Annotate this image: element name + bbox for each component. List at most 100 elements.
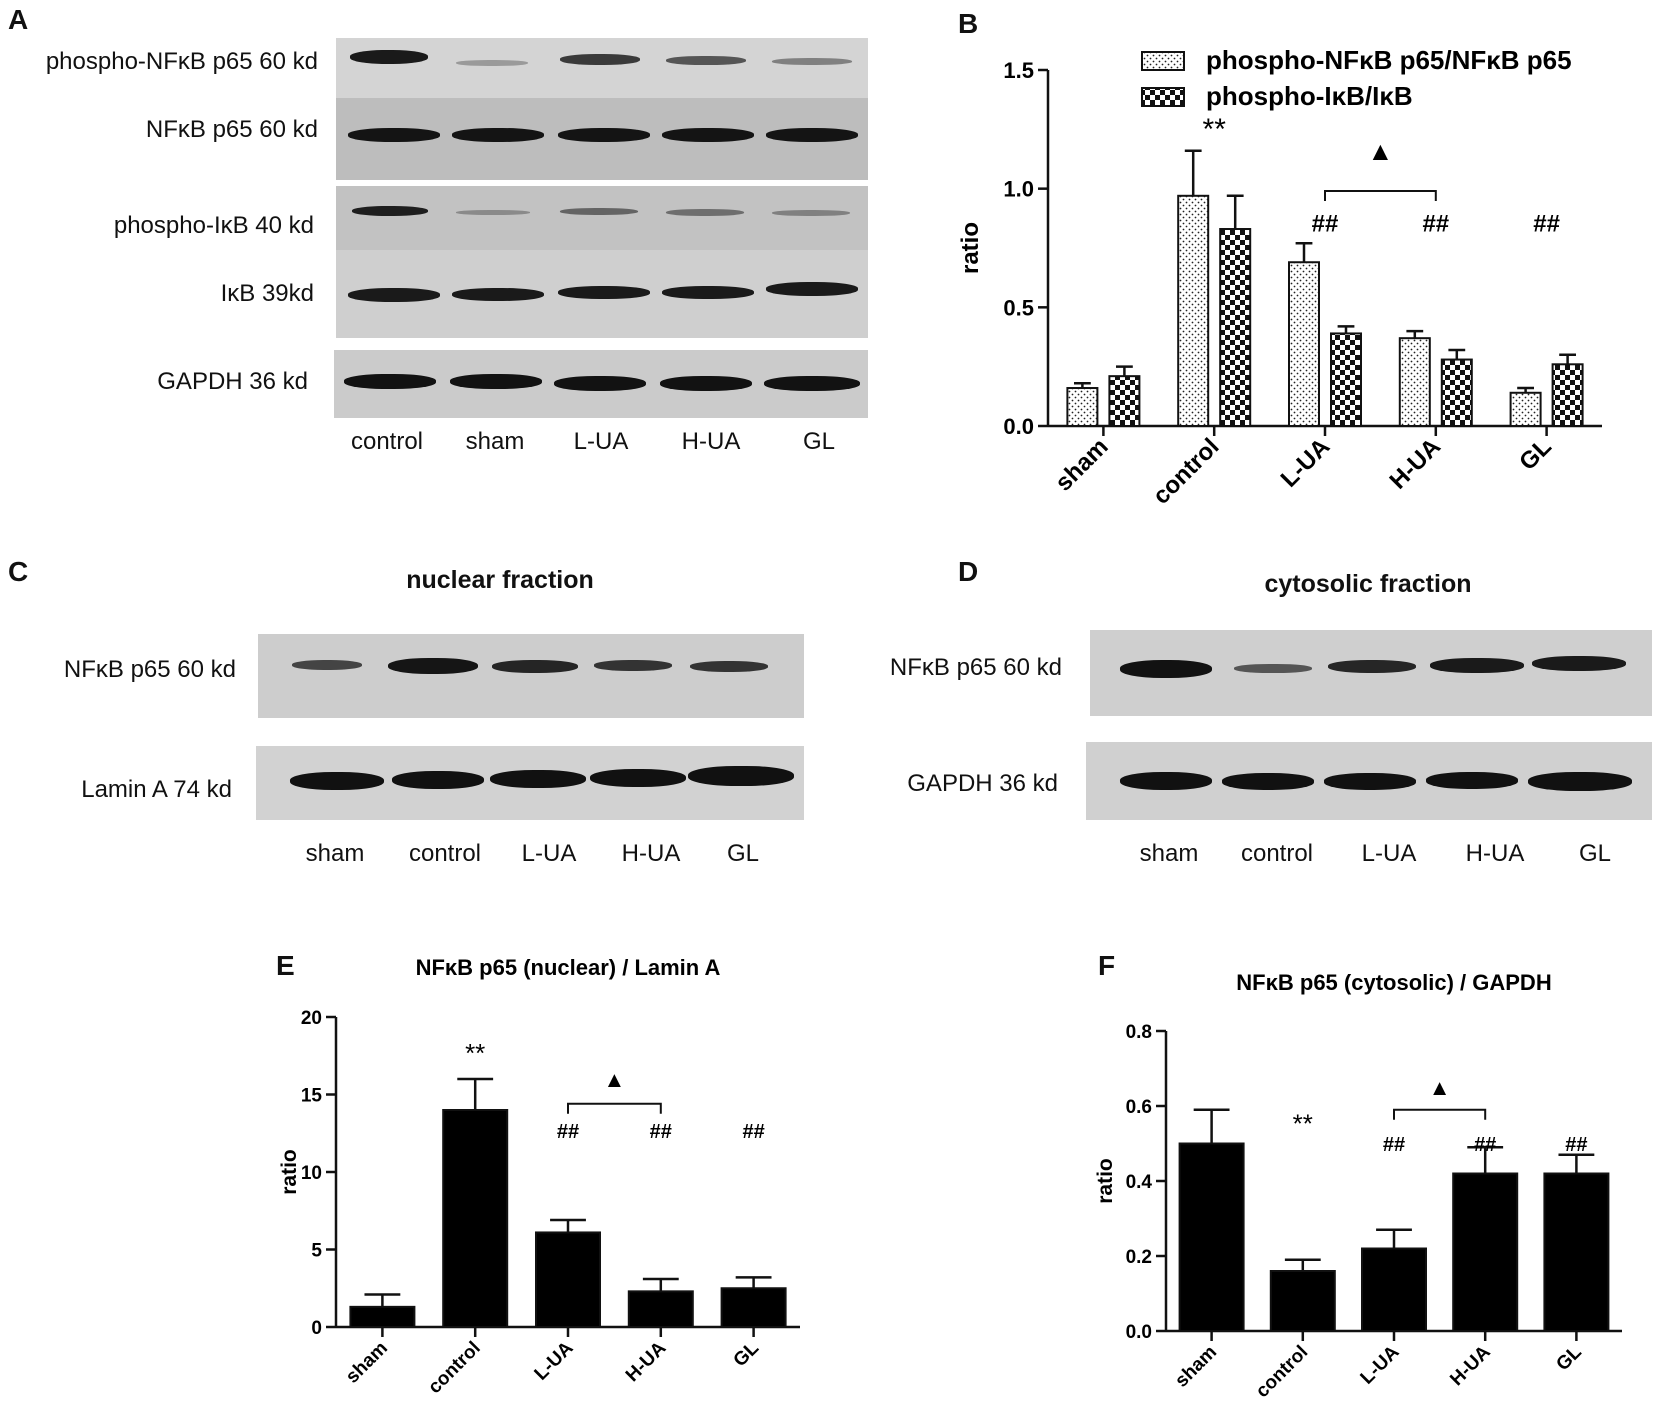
- blot-a-label-ikb: IκB 39kd: [220, 280, 314, 307]
- blot-a-lane-label: control: [350, 428, 424, 455]
- band: [348, 288, 440, 302]
- chart-b-annotation: ▲: [1368, 136, 1394, 166]
- chart-e-category-label: sham: [342, 1338, 392, 1388]
- band: [590, 769, 686, 787]
- band: [456, 210, 530, 215]
- chart-f-significance-bracket: [1393, 1108, 1487, 1120]
- blot-a-lane-label: sham: [465, 428, 525, 455]
- blot-c-label-nfkb: NFκB p65 60 kd: [63, 656, 236, 683]
- chart-b-category-label: H-UA: [1385, 433, 1447, 495]
- chart-e-annotation: **: [465, 1038, 485, 1068]
- blot-c-lane-label: control: [408, 840, 482, 867]
- band: [1324, 773, 1416, 790]
- chart-e-y-tick-label: 15: [301, 1085, 323, 1106]
- blot-c-label-lamin: Lamin A 74 kd: [81, 776, 232, 803]
- chart-e-y-tick-label: 0: [311, 1318, 322, 1339]
- band: [666, 56, 746, 65]
- blot-c-title: nuclear fraction: [406, 566, 594, 594]
- band: [560, 54, 640, 65]
- band: [350, 50, 428, 64]
- band: [772, 210, 850, 216]
- blot-d-strip-nfkb: [1090, 630, 1652, 716]
- band: [1528, 772, 1632, 791]
- chart-f-annotation: ▲: [1429, 1075, 1451, 1100]
- band: [766, 128, 858, 142]
- chart-e-y-tick-label: 20: [301, 1008, 322, 1029]
- band: [662, 128, 754, 142]
- chart-e-category-label: GL: [730, 1337, 764, 1371]
- band: [662, 286, 754, 299]
- chart-f-bar: [1452, 1172, 1519, 1332]
- chart-e-bar: [627, 1290, 694, 1328]
- band: [666, 209, 744, 216]
- band: [558, 286, 650, 299]
- chart-b-y-tick-label: 1.5: [1003, 58, 1034, 83]
- blot-d-strip-gapdh: [1086, 742, 1652, 820]
- chart-f-annotation: ##: [1565, 1134, 1587, 1156]
- blot-c-strip-lamin: [256, 746, 804, 820]
- panel-letter-d: D: [958, 556, 979, 587]
- chart-b-annotation: ##: [1422, 210, 1449, 237]
- blot-a-label-phospho-nfkb: phospho-NFκB p65 60 kd: [45, 48, 318, 75]
- band: [1120, 772, 1212, 790]
- band: [1120, 660, 1212, 678]
- band: [558, 128, 650, 142]
- chart-b-legend-swatch: [1141, 87, 1185, 107]
- chart-e-annotation: ▲: [604, 1067, 626, 1092]
- chart-e-category-label: H-UA: [622, 1337, 671, 1386]
- chart-b-annotation: **: [1203, 113, 1227, 146]
- chart-e-y-label: ratio: [278, 1149, 301, 1195]
- chart-f-y-tick-label: 0.2: [1126, 1247, 1152, 1268]
- blot-a-lane-label: H-UA: [681, 428, 741, 455]
- chart-e-bar: [720, 1287, 787, 1328]
- chart-b-bar: [1398, 337, 1431, 428]
- chart-e-y-tick-label: 10: [301, 1163, 322, 1184]
- chart-f-category-label: H-UA: [1446, 1341, 1495, 1390]
- band: [344, 374, 436, 389]
- chart-f-annotation: **: [1293, 1108, 1313, 1138]
- blot-a-strip-phospho-ikb: [336, 186, 868, 250]
- blot-d-label-gapdh: GAPDH 36 kd: [907, 770, 1058, 797]
- blot-d-lane-label: control: [1240, 840, 1314, 867]
- chart-f-annotation: ##: [1474, 1134, 1496, 1156]
- blot-c-strip-nfkb: [258, 634, 804, 718]
- band: [766, 282, 858, 296]
- chart-b-category-label: control: [1148, 433, 1225, 510]
- blot-a-lane-label: L-UA: [573, 428, 629, 455]
- chart-b-bar: [1551, 363, 1584, 427]
- chart-b-category-label: GL: [1514, 433, 1557, 476]
- band: [348, 128, 440, 142]
- blot-a-lane-label: GL: [802, 428, 835, 455]
- chart-e-significance-bracket: [567, 1102, 662, 1114]
- band: [688, 766, 794, 786]
- band: [490, 770, 586, 788]
- chart-b-significance-bracket: [1324, 190, 1437, 202]
- chart-f-category-label: L-UA: [1357, 1341, 1404, 1388]
- chart-b-y-label: ratio: [957, 222, 984, 274]
- chart-f-bar: [1543, 1172, 1610, 1332]
- blot-d-lane-label: sham: [1139, 840, 1199, 867]
- blot-d-lane-label: H-UA: [1465, 840, 1525, 867]
- panel-letter-e: E: [276, 950, 295, 981]
- chart-b-bar: [1177, 194, 1210, 427]
- chart-e-bar: [442, 1109, 509, 1328]
- chart-b-legend-label: phospho-IκB/IκB: [1206, 81, 1413, 111]
- blot-a-label-gapdh: GAPDH 36 kd: [157, 368, 308, 395]
- band: [1430, 658, 1524, 673]
- band: [452, 288, 544, 301]
- blot-c-lane-label: L-UA: [521, 840, 577, 867]
- chart-e-annotation: ##: [650, 1121, 672, 1143]
- band: [554, 376, 646, 391]
- blot-a-strip-gapdh: [334, 350, 868, 418]
- chart-b-bar: [1440, 358, 1473, 427]
- chart-b-bar: [1509, 391, 1542, 428]
- band: [290, 772, 384, 790]
- band: [1234, 664, 1312, 673]
- chart-b-bar: [1219, 228, 1252, 427]
- chart-f-category-label: sham: [1171, 1342, 1221, 1392]
- band: [292, 660, 362, 670]
- chart-f-y-tick-label: 0.6: [1126, 1097, 1152, 1118]
- chart-f-bar: [1178, 1142, 1245, 1332]
- band: [388, 658, 478, 674]
